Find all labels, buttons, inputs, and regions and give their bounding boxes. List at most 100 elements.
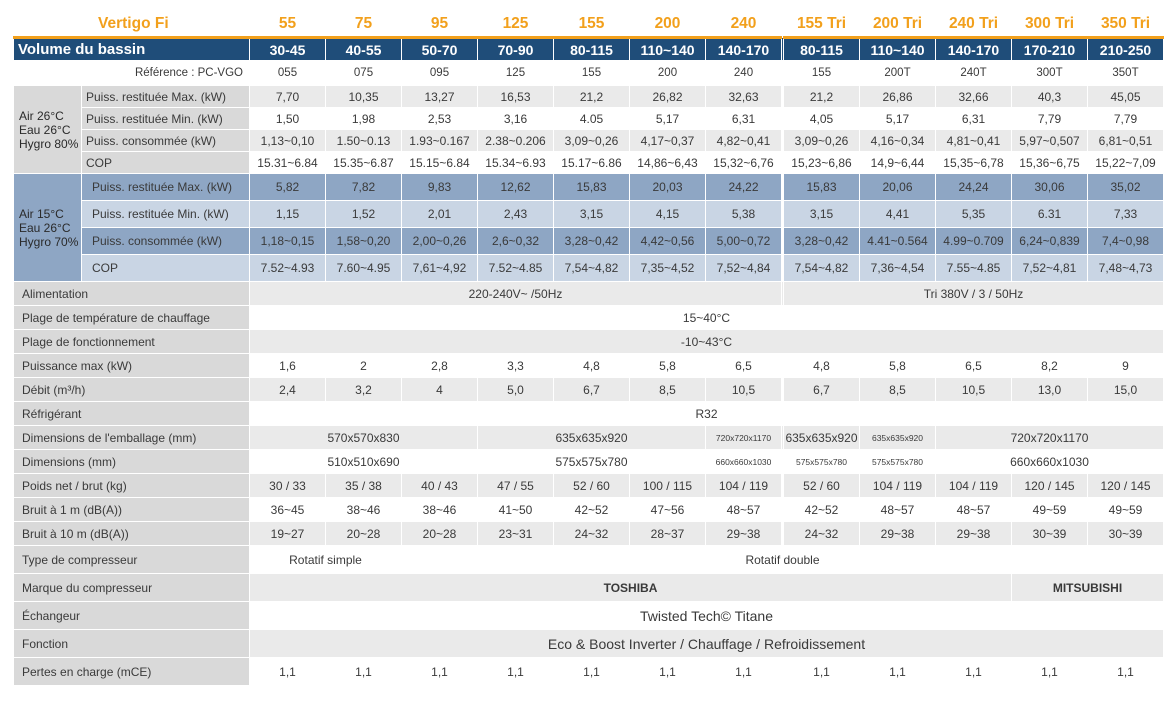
value-cell: 2,8 (401, 353, 478, 378)
value-cell: 9 (1087, 353, 1164, 378)
value-cell: 200T (859, 60, 936, 86)
value-cell: 15.31~6.84 (249, 151, 326, 174)
value-cell: 24~32 (553, 521, 630, 546)
spec-row: Bruit à 10 m (dB(A)) 19~27 20~28 20~28 23~31… (13, 521, 1164, 546)
value-cell: 6,7 (553, 377, 630, 402)
value-cell: 20~28 (325, 521, 402, 546)
row-label: Puiss. consommée (kW) (81, 129, 250, 152)
value-cell: 4,16~0,34 (859, 129, 936, 152)
value-cell: 5,82 (249, 173, 326, 201)
value-cell: 7,79 (1087, 107, 1164, 130)
value-cell: 21,2 (783, 85, 860, 108)
value-cell: 1,1 (325, 657, 402, 686)
spec-row: Dimensions de l'emballage (mm) 570x570x83… (13, 425, 1164, 450)
value-cell: 2.38~0.206 (477, 129, 554, 152)
value-cell: 210-250 (1087, 37, 1164, 61)
value-cell: 7.60~4.95 (325, 254, 402, 282)
value-cell: 29~38 (935, 521, 1012, 546)
value-cell: 2,43 (477, 200, 554, 228)
value-cell: 24,22 (705, 173, 782, 201)
value-cell: 104 / 119 (935, 473, 1012, 498)
model-name: 155 (553, 11, 630, 39)
group1-row: Air 26°C Eau 26°C Hygro 80% Puiss. restit… (13, 85, 1164, 174)
condition-label: Air 15°C Eau 26°C Hygro 70% (13, 173, 82, 282)
value-cell: TOSHIBA (249, 573, 1012, 602)
model-name: 75 (325, 11, 402, 39)
value-cell: 32,66 (935, 85, 1012, 108)
row-label: Dimensions de l'emballage (mm) (13, 425, 250, 450)
model-name: 200 (629, 11, 706, 39)
row-label: Puiss. restituée Min. (kW) (81, 107, 250, 130)
value-cell: 1,1 (477, 657, 554, 686)
value-cell: 635x635x920 (783, 425, 860, 450)
value-cell: 5,35 (935, 200, 1012, 228)
value-cell: 35 / 38 (325, 473, 402, 498)
model-name: 200 Tri (859, 11, 936, 39)
value-cell: 48~57 (705, 497, 782, 522)
value-cell: 055 (249, 60, 326, 86)
model-name: 55 (249, 11, 326, 39)
value-cell: 660x660x1030 (705, 449, 782, 474)
value-cell: 4,81~0,41 (935, 129, 1012, 152)
value-cell: 5,8 (629, 353, 706, 378)
value-cell: MITSUBISHI (1011, 573, 1164, 602)
value-cell: 3,3 (477, 353, 554, 378)
value-cell: 4.99~0.709 (935, 227, 1012, 255)
value-cell: 6,31 (705, 107, 782, 130)
value-cell: 15,32~6,76 (705, 151, 782, 174)
row-label: Réfrigérant (13, 401, 250, 426)
value-cell: 1.50~0.13 (325, 129, 402, 152)
spec-row: Pertes en charge (mCE) 1,1 1,1 1,1 1,1 1,1 1,1… (13, 657, 1164, 686)
value-cell: 49~59 (1087, 497, 1164, 522)
value-cell: 140-170 (935, 37, 1012, 61)
row-label: Puissance max (kW) (13, 353, 250, 378)
value-cell: 240 (705, 60, 782, 86)
value-cell: 40 / 43 (401, 473, 478, 498)
value-cell: 30,06 (1011, 173, 1088, 201)
value-cell: 4,15 (629, 200, 706, 228)
row-label: Pertes en charge (mCE) (13, 657, 250, 686)
value-cell: 10,5 (705, 377, 782, 402)
value-cell: 4,17~0,37 (629, 129, 706, 152)
value-cell: 48~57 (859, 497, 936, 522)
value-cell: 1,1 (935, 657, 1012, 686)
value-cell: 2,01 (401, 200, 478, 228)
value-cell: 52 / 60 (783, 473, 860, 498)
value-cell: 50-70 (401, 37, 478, 61)
value-cell: 1,1 (1011, 657, 1088, 686)
value-cell: 7,61~4,92 (401, 254, 478, 282)
value-cell: 120 / 145 (1011, 473, 1088, 498)
row-label: Puiss. consommée (kW) (81, 227, 250, 255)
value-cell: 6,5 (705, 353, 782, 378)
reference-label: Référence : PC-VGO (13, 60, 250, 86)
value-cell: 8,5 (629, 377, 706, 402)
value-cell: 100 / 115 (629, 473, 706, 498)
value-cell: -10~43°C (249, 329, 1164, 354)
value-cell: 6,5 (935, 353, 1012, 378)
value-cell: 1,18~0,15 (249, 227, 326, 255)
condition-label: Air 26°C Eau 26°C Hygro 80% (13, 85, 82, 174)
row-label: Bruit à 10 m (dB(A)) (13, 521, 250, 546)
value-cell: 4,05 (783, 107, 860, 130)
value-cell: 15,23~6,86 (783, 151, 860, 174)
row-label: Alimentation (13, 281, 250, 306)
row-label: COP (81, 151, 250, 174)
value-cell: 30 / 33 (249, 473, 326, 498)
value-cell: 3,15 (783, 200, 860, 228)
value-cell: 48~57 (935, 497, 1012, 522)
value-cell: 3,09~0,26 (783, 129, 860, 152)
value-cell: 350T (1087, 60, 1164, 86)
value-cell: 30~39 (1011, 521, 1088, 546)
value-cell: 1,52 (325, 200, 402, 228)
value-cell: 104 / 119 (859, 473, 936, 498)
value-cell: 8,2 (1011, 353, 1088, 378)
value-cell: 29~38 (859, 521, 936, 546)
value-cell: 170-210 (1011, 37, 1088, 61)
value-cell: 4,8 (553, 353, 630, 378)
model-name: 300 Tri (1011, 11, 1088, 39)
value-cell: 2,6~0,32 (477, 227, 554, 255)
value-cell: 575x575x780 (859, 449, 936, 474)
value-cell: 45,05 (1087, 85, 1164, 108)
value-cell: 23~31 (477, 521, 554, 546)
spec-table: Vertigo Fi 55 75 95 125 155 200 240 155 Tri 200 T… (13, 11, 1164, 686)
